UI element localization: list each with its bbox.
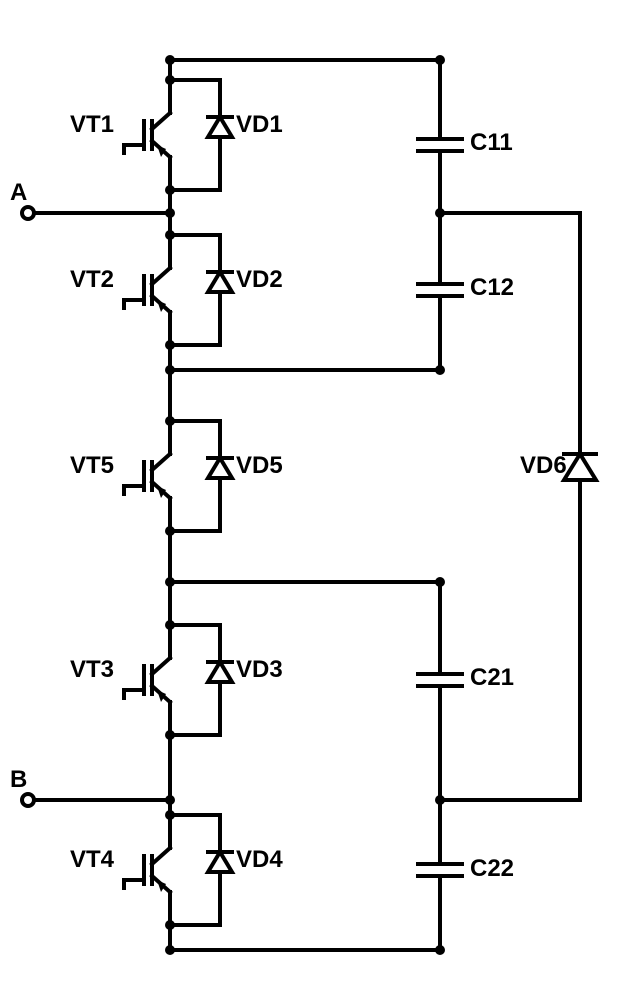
cap-label: C11	[470, 129, 513, 156]
igbt-vt4: VT4 VD4	[70, 810, 283, 930]
terminal-b-label: B	[10, 766, 27, 793]
igbt-label: VT5	[70, 452, 114, 479]
capacitor-c22: C22	[418, 855, 514, 882]
cap-label: C12	[470, 274, 514, 301]
diode-vd6: VD6	[520, 213, 596, 800]
capacitor-c21: C21	[418, 664, 514, 691]
igbt-vt5: VT5 VD5	[70, 416, 283, 536]
igbt-label: VT2	[70, 266, 114, 293]
igbt-label: VT1	[70, 111, 114, 138]
circuit-diagram: VT1 VD1 VT2 VD2 VT5 VD5 VT3 VD3 VT4 VD4 C11 C12 C21 C…	[0, 0, 641, 1000]
terminal-a-label: A	[10, 179, 27, 206]
diode-label: VD3	[236, 656, 283, 683]
diode-label: VD1	[236, 111, 283, 138]
igbt-label: VT3	[70, 656, 114, 683]
cap-label: C21	[470, 664, 514, 691]
capacitor-c12: C12	[418, 274, 514, 301]
diode-label: VD6	[520, 452, 567, 479]
capacitor-c11: C11	[418, 129, 513, 156]
igbt-vt3: VT3 VD3	[70, 620, 283, 740]
diode-label: VD5	[236, 452, 283, 479]
diode-label: VD2	[236, 266, 283, 293]
cap-label: C22	[470, 855, 514, 882]
igbt-vt2: VT2 VD2	[70, 230, 283, 350]
diode-label: VD4	[236, 846, 283, 873]
igbt-vt1: VT1 VD1	[70, 75, 283, 195]
igbt-label: VT4	[70, 846, 115, 873]
